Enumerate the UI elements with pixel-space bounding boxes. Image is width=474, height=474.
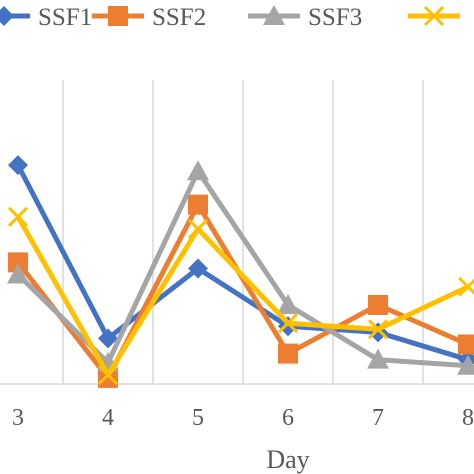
- x-axis-label: Day: [266, 445, 309, 474]
- series-layer: [7, 155, 474, 388]
- data-point: [7, 206, 29, 227]
- x-tick-label: 8: [462, 405, 474, 431]
- data-point: [187, 160, 209, 181]
- data-point: [458, 334, 474, 355]
- data-point: [188, 194, 208, 215]
- data-point: [277, 313, 299, 334]
- data-point: [108, 6, 128, 26]
- data-point: [8, 155, 28, 176]
- series-line: [15, 163, 469, 363]
- legend-label: SSF3: [308, 4, 362, 31]
- series-4: [7, 206, 474, 385]
- data-point: [367, 319, 389, 340]
- data-point: [457, 276, 474, 297]
- data-point: [0, 6, 14, 26]
- data-point: [188, 258, 208, 279]
- data-point: [263, 5, 285, 25]
- series-line: [15, 215, 470, 378]
- data-point: [98, 328, 118, 349]
- legend-item: SSF1: [0, 4, 92, 31]
- x-tick-label: 4: [102, 405, 114, 431]
- x-tick-label: 5: [192, 405, 204, 431]
- data-point: [97, 364, 119, 385]
- legend-item: SSF3: [248, 4, 362, 31]
- x-tick-label: 7: [372, 405, 384, 431]
- legend-label: SSF1: [38, 4, 92, 31]
- x-tick-label: 3: [12, 405, 24, 431]
- data-point: [457, 354, 474, 375]
- data-point: [423, 5, 445, 27]
- legend: SSF1 SSF2 SSF3: [0, 4, 460, 31]
- series-2: [8, 194, 474, 388]
- data-point: [367, 348, 389, 369]
- legend-label: SSF2: [152, 4, 206, 31]
- data-point: [98, 367, 118, 388]
- x-tick-label: 6: [282, 405, 294, 431]
- legend-item: SSF2: [92, 4, 206, 31]
- data-point: [277, 293, 299, 314]
- data-point: [278, 343, 298, 364]
- data-point: [8, 252, 28, 273]
- x-tick-labels: 3 4 5 6 7 8: [12, 405, 474, 431]
- data-point: [7, 263, 29, 284]
- legend-item: [408, 5, 460, 27]
- data-point: [187, 218, 209, 240]
- data-point: [368, 294, 388, 315]
